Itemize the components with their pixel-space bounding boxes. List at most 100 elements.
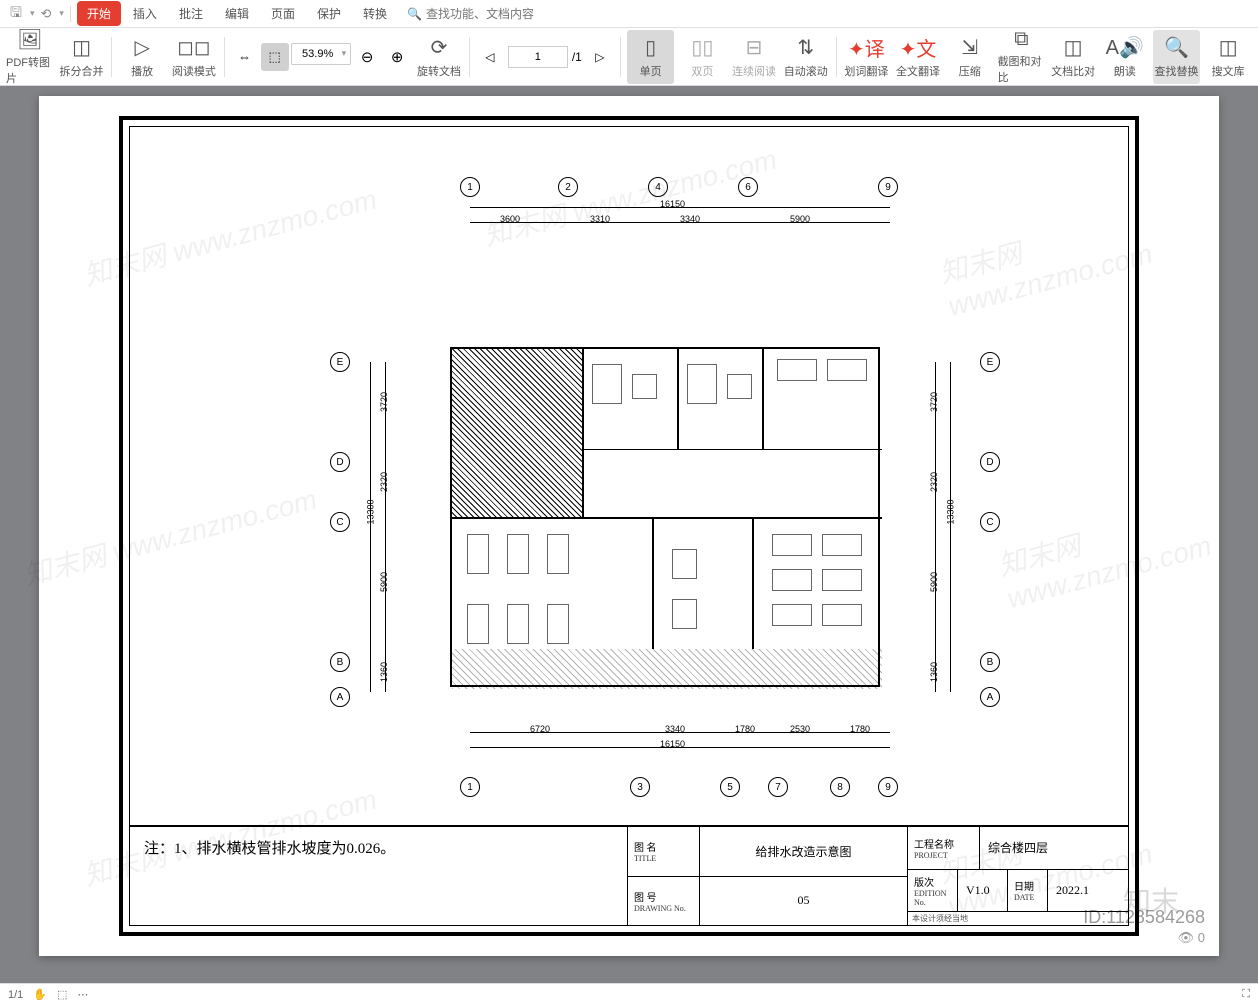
zoom-input[interactable] [296, 48, 340, 60]
dim-text: 2320 [929, 472, 939, 492]
statusbar: 1/1 ✋ ⬚ ⋯ ⛶ [0, 983, 1258, 1005]
view-count: 👁 0 [1178, 930, 1205, 946]
wall [652, 519, 654, 649]
search-icon: 🔍 [407, 7, 422, 21]
tab-page[interactable]: 页面 [261, 1, 305, 26]
more-icon[interactable]: ⋯ [77, 988, 88, 1001]
tab-protect[interactable]: 保护 [307, 1, 351, 26]
tab-convert[interactable]: 转换 [353, 1, 397, 26]
chevron-down-icon[interactable]: ▾ [342, 48, 347, 59]
reading-mode-button[interactable]: ◻◻ 阅读模式 [170, 30, 218, 84]
image-export-icon: 🖼 [17, 27, 42, 52]
zoom-input-box[interactable]: ▾ [291, 43, 352, 65]
screenshot-compare-button[interactable]: ⧉ 截图和对比 [998, 30, 1046, 84]
tab-insert[interactable]: 插入 [123, 1, 167, 26]
grid-bubble: A [330, 687, 350, 707]
furniture [547, 604, 569, 644]
furniture [727, 374, 752, 399]
dim-text: 5900 [379, 572, 389, 592]
tool-label: 双页 [691, 63, 713, 79]
tab-edit[interactable]: 编辑 [215, 1, 259, 26]
full-translate-icon: ✦文 [900, 35, 937, 61]
page-input[interactable] [508, 46, 568, 68]
dim-text: 1360 [379, 662, 389, 682]
grid-bubble: B [980, 652, 1000, 672]
dim-text: 3720 [929, 392, 939, 412]
tool-label: 单页 [640, 63, 662, 79]
fit-width-button[interactable]: ⇔ [231, 43, 259, 71]
continuous-read-button[interactable]: ⊟ 连续阅读 [730, 30, 778, 84]
tab-start[interactable]: 开始 [77, 1, 121, 26]
tb-label: 图 名 TITLE [628, 827, 700, 876]
zoom-in-button[interactable]: ⊕ [383, 43, 411, 71]
undo-icon[interactable]: ⟲ [36, 6, 55, 22]
hatch-area [452, 649, 882, 689]
search-input[interactable] [426, 7, 586, 21]
grid-bubble: 3 [630, 777, 650, 797]
pdf-page: 1 2 4 6 9 16150 3600 3310 3340 5900 [39, 96, 1219, 956]
chevron-down-icon[interactable]: ▾ [30, 8, 35, 19]
zoom-out-button[interactable]: ⊖ [353, 43, 381, 71]
tab-annotate[interactable]: 批注 [169, 1, 213, 26]
furniture [592, 364, 622, 404]
furniture [507, 604, 529, 644]
save-icon[interactable]: 🖫 [6, 2, 26, 26]
search-box[interactable]: 🔍 [407, 7, 586, 21]
single-page-button[interactable]: ▯ 单页 [627, 30, 675, 84]
document-canvas[interactable]: 1 2 4 6 9 16150 3600 3310 3340 5900 [0, 86, 1258, 983]
tool-label: 旋转文档 [417, 63, 461, 79]
wall [762, 349, 764, 449]
full-translate-button[interactable]: ✦文 全文翻译 [894, 30, 942, 84]
next-page-button[interactable]: ▷ [586, 43, 614, 71]
split-merge-button[interactable]: ◫ 拆分合并 [58, 30, 106, 84]
hand-tool-icon[interactable]: ✋ [33, 988, 47, 1001]
book-icon: ◻◻ [177, 35, 210, 61]
expand-icon[interactable]: ⛶ [1242, 988, 1250, 1001]
grid-bubble: B [330, 652, 350, 672]
compare-icon: ◫ [1064, 35, 1083, 61]
furniture [777, 359, 817, 381]
continuous-icon: ⊟ [746, 35, 763, 61]
furniture [467, 534, 489, 574]
rotate-button[interactable]: ⟳ 旋转文档 [415, 30, 463, 84]
furniture [772, 534, 812, 556]
select-tool-icon[interactable]: ⬚ [57, 988, 67, 1001]
separator [70, 6, 71, 22]
edition-value: V1.0 [958, 870, 1008, 912]
chevron-down-icon[interactable]: ▾ [59, 8, 64, 19]
dim-text: 16150 [660, 739, 685, 749]
double-page-icon: ▯▯ [691, 35, 713, 61]
read-aloud-button[interactable]: A🔊 朗读 [1101, 30, 1149, 84]
grid-bubble: 1 [460, 177, 480, 197]
page-nav-group: ◁ /1 ▷ [476, 30, 614, 84]
titleblock: 注：1、排水横枝管排水坡度为0.026。 图 名 TITLE 给排水改造示意图 [130, 825, 1128, 925]
find-replace-button[interactable]: 🔍 查找替换 [1153, 30, 1201, 84]
double-page-button[interactable]: ▯▯ 双页 [678, 30, 726, 84]
grid-bubble: A [980, 687, 1000, 707]
pdf-to-image-button[interactable]: 🖼 PDF转图片 [6, 30, 54, 84]
prev-page-button[interactable]: ◁ [476, 43, 504, 71]
menubar: 🖫 ▾ ⟲ ▾ 开始 插入 批注 编辑 页面 保护 转换 🔍 [0, 0, 1258, 28]
furniture [772, 569, 812, 591]
note-cell: 注：1、排水横枝管排水坡度为0.026。 [130, 827, 628, 925]
grid-bubble: C [330, 512, 350, 532]
project-name: 综合楼四层 [980, 827, 1128, 869]
doc-compare-button[interactable]: ◫ 文档比对 [1049, 30, 1097, 84]
page-indicator: 1/1 [8, 989, 23, 1001]
fit-page-button[interactable]: ⬚ [261, 43, 289, 71]
label-text: 日期 [1014, 878, 1041, 893]
furniture [827, 359, 867, 381]
dim-text: 16150 [660, 199, 685, 209]
dim-text: 1780 [735, 724, 755, 734]
dim-text: 2320 [379, 472, 389, 492]
play-button[interactable]: ▷ 播放 [118, 30, 166, 84]
autoscroll-button[interactable]: ⇅ 自动滚动 [782, 30, 830, 84]
search-library-button[interactable]: ◫ 搜文库 [1204, 30, 1252, 84]
word-translate-button[interactable]: ✦译 划词翻译 [843, 30, 891, 84]
separator [836, 37, 837, 77]
grid-bubble: E [980, 352, 1000, 372]
furniture [632, 374, 657, 399]
grid-bubble: D [330, 452, 350, 472]
wall [452, 517, 882, 519]
compress-button[interactable]: ⇲ 压缩 [946, 30, 994, 84]
